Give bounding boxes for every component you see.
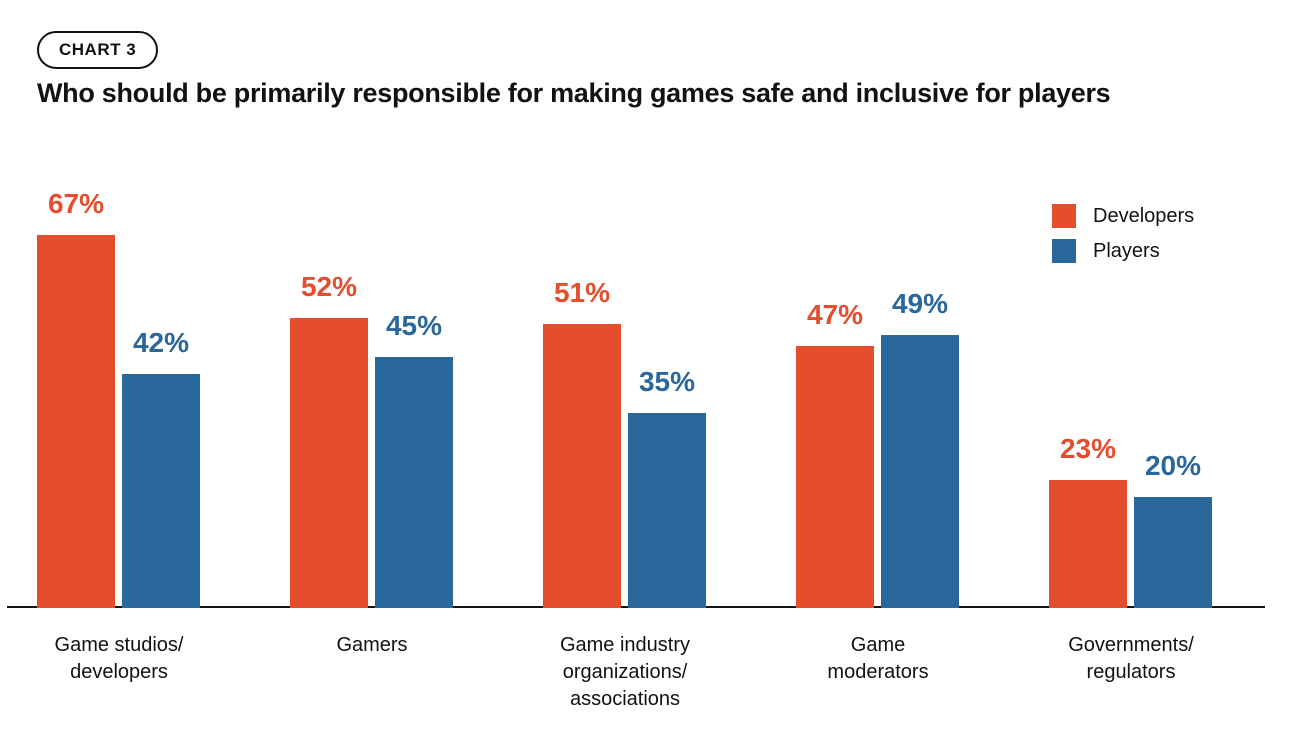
bar-developers	[290, 318, 368, 608]
category-label: Governments/regulators	[1068, 634, 1194, 683]
legend-item-developers: Developers	[1052, 204, 1194, 228]
bar-wrap: 20%	[1134, 452, 1212, 608]
bar-group: 23% 20%	[1049, 435, 1212, 608]
bar-value-label: 23%	[1059, 433, 1117, 464]
bar-wrap: 67%	[37, 190, 115, 608]
bar-players	[1134, 497, 1212, 608]
legend-label-developers: Developers	[1093, 204, 1195, 227]
legend-item-players: Players	[1052, 239, 1194, 263]
chart-number-badge: CHART 3	[37, 31, 159, 69]
bar-value-label: 51%	[553, 277, 611, 308]
legend: Developers Players	[1052, 204, 1194, 263]
bar-players	[375, 357, 453, 608]
bar-value-label: 47%	[806, 299, 864, 330]
bar-value-label: 45%	[385, 310, 443, 341]
bar-value-label: 67%	[47, 188, 105, 219]
legend-swatch-players	[1052, 239, 1076, 263]
bar-group: 51% 35%	[543, 279, 706, 608]
bar-wrap: 51%	[543, 279, 621, 608]
bar-value-label: 35%	[638, 366, 696, 397]
bar-group: 47% 49%	[796, 290, 959, 608]
category-label: Game moderators	[827, 634, 929, 683]
chart-number-label: CHART 3	[59, 40, 137, 59]
category-label: Gamers	[336, 634, 408, 656]
bar-wrap: 42%	[122, 329, 200, 608]
bar-wrap: 49%	[881, 290, 959, 608]
bar-developers	[796, 346, 874, 608]
category-label: Game industry organizations/associations	[559, 634, 691, 710]
legend-swatch-developers	[1052, 204, 1076, 228]
bar-players	[881, 335, 959, 608]
bar-developers	[37, 235, 115, 608]
bar-players	[122, 374, 200, 608]
bar-wrap: 47%	[796, 301, 874, 608]
bar-players	[628, 413, 706, 608]
bar-group: 67% 42%	[37, 190, 200, 608]
bar-value-label: 42%	[132, 327, 190, 358]
bar-value-label: 52%	[300, 271, 358, 302]
bar-developers	[1049, 480, 1127, 608]
bar-value-label: 20%	[1144, 450, 1202, 481]
bar-value-label: 49%	[891, 288, 949, 319]
bar-wrap: 23%	[1049, 435, 1127, 608]
bar-wrap: 52%	[290, 273, 368, 608]
bar-group: 52% 45%	[290, 273, 453, 608]
chart-title: Who should be primarily responsible for …	[37, 78, 1111, 108]
bar-developers	[543, 324, 621, 608]
legend-label-players: Players	[1093, 239, 1160, 262]
category-label: Game studios/developers	[54, 634, 184, 683]
bar-wrap: 35%	[628, 368, 706, 608]
bar-wrap: 45%	[375, 312, 453, 608]
bars-container: 67% 42% 52% 45% 51% 35% 47% 49% 23% 20%	[37, 190, 1212, 608]
